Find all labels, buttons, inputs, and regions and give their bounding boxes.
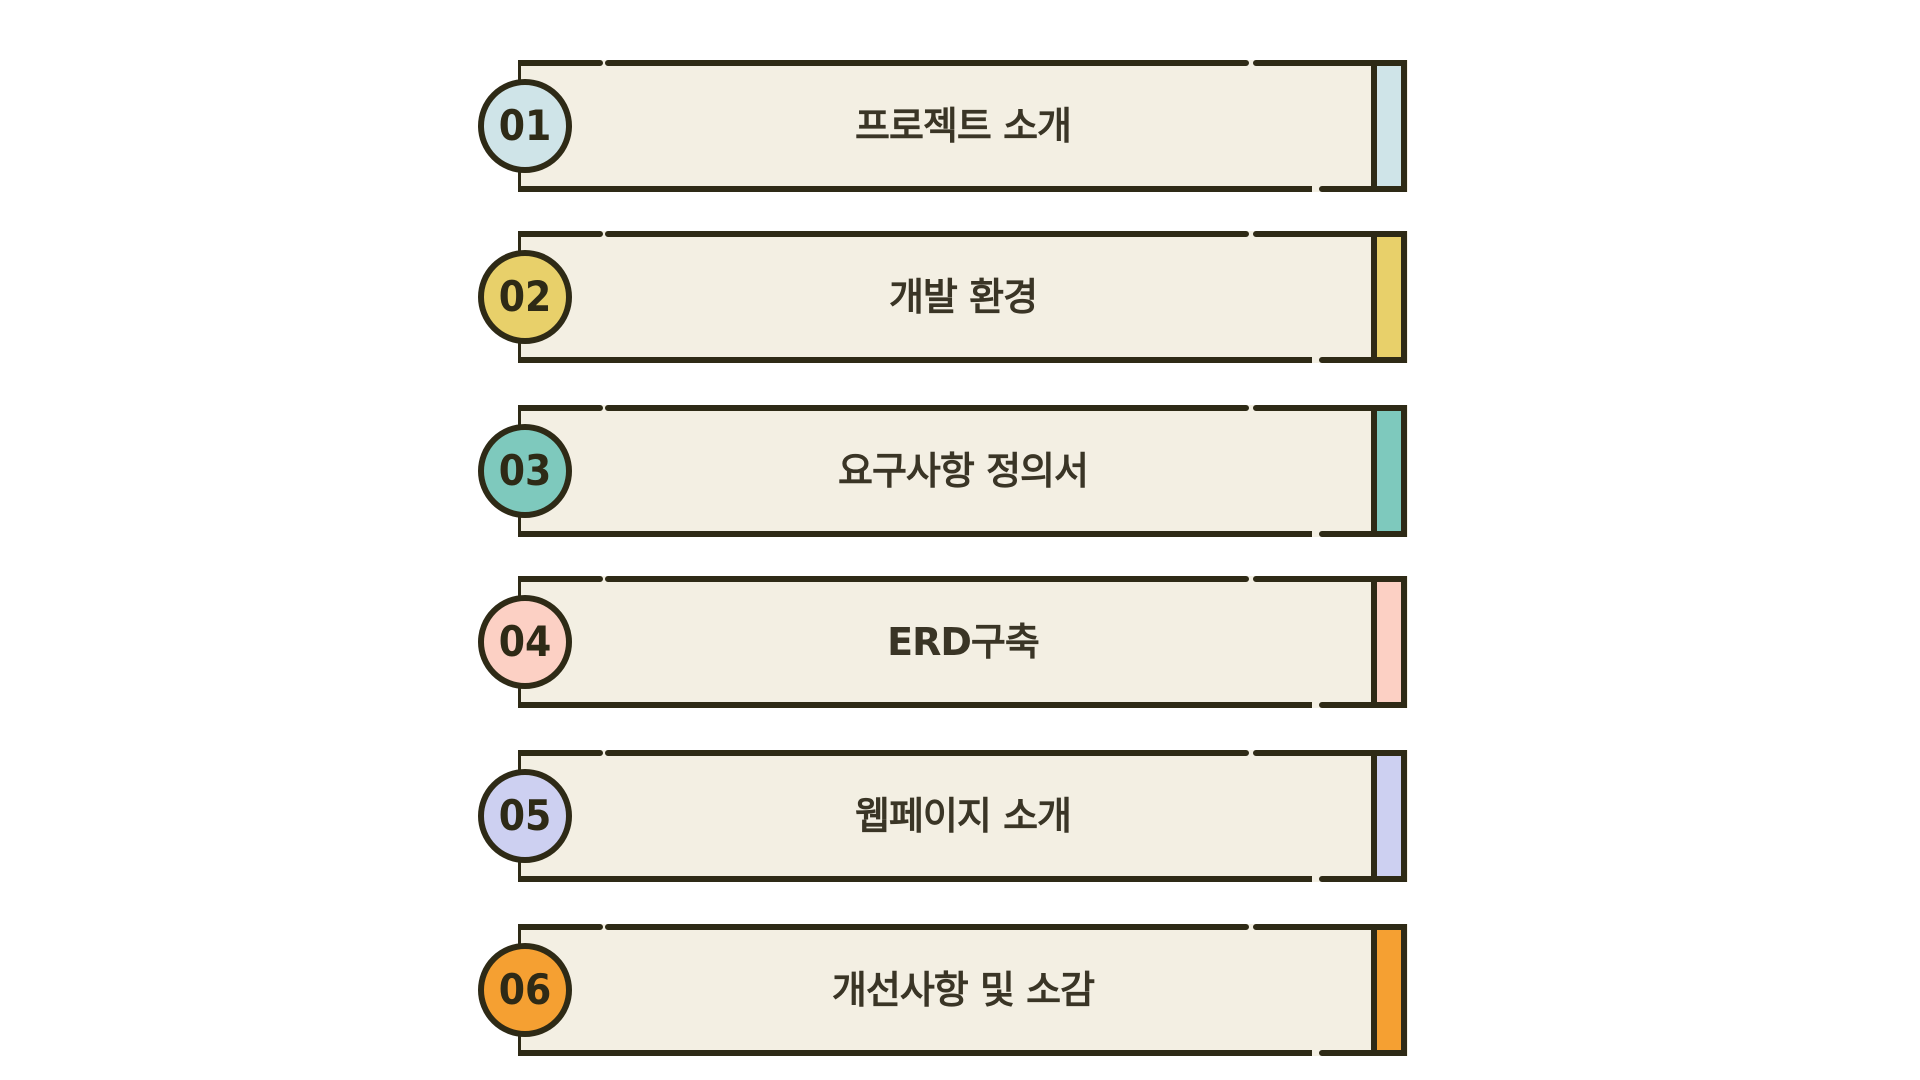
agenda-title: ERD구축 bbox=[887, 620, 1040, 664]
agenda-item-4[interactable]: 04 ERD구축 bbox=[478, 576, 1408, 708]
agenda-title: 프로젝트 소개 bbox=[855, 104, 1072, 148]
agenda-card bbox=[518, 60, 1408, 192]
number-badge: 01 bbox=[478, 79, 572, 173]
number-badge: 03 bbox=[478, 424, 572, 518]
number-badge: 04 bbox=[478, 595, 572, 689]
agenda-card bbox=[518, 750, 1408, 882]
agenda-item-2[interactable]: 02 개발 환경 bbox=[478, 231, 1408, 363]
agenda-title: 개발 환경 bbox=[888, 275, 1038, 319]
agenda-item-6[interactable]: 06 개선사항 및 소감 bbox=[478, 924, 1408, 1056]
agenda-title: 개선사항 및 소감 bbox=[831, 968, 1095, 1012]
number-badge: 05 bbox=[478, 769, 572, 863]
agenda-card bbox=[518, 924, 1408, 1056]
number-badge: 02 bbox=[478, 250, 572, 344]
agenda-card bbox=[518, 576, 1408, 708]
agenda-card bbox=[518, 231, 1408, 363]
agenda-item-5[interactable]: 05 웹페이지 소개 bbox=[478, 750, 1408, 882]
agenda-item-1[interactable]: 01 프로젝트 소개 bbox=[478, 60, 1408, 192]
agenda-card bbox=[518, 405, 1408, 537]
agenda-title: 요구사항 정의서 bbox=[838, 449, 1089, 493]
number-badge: 06 bbox=[478, 943, 572, 1037]
agenda-title: 웹페이지 소개 bbox=[855, 794, 1072, 838]
agenda-item-3[interactable]: 03 요구사항 정의서 bbox=[478, 405, 1408, 537]
